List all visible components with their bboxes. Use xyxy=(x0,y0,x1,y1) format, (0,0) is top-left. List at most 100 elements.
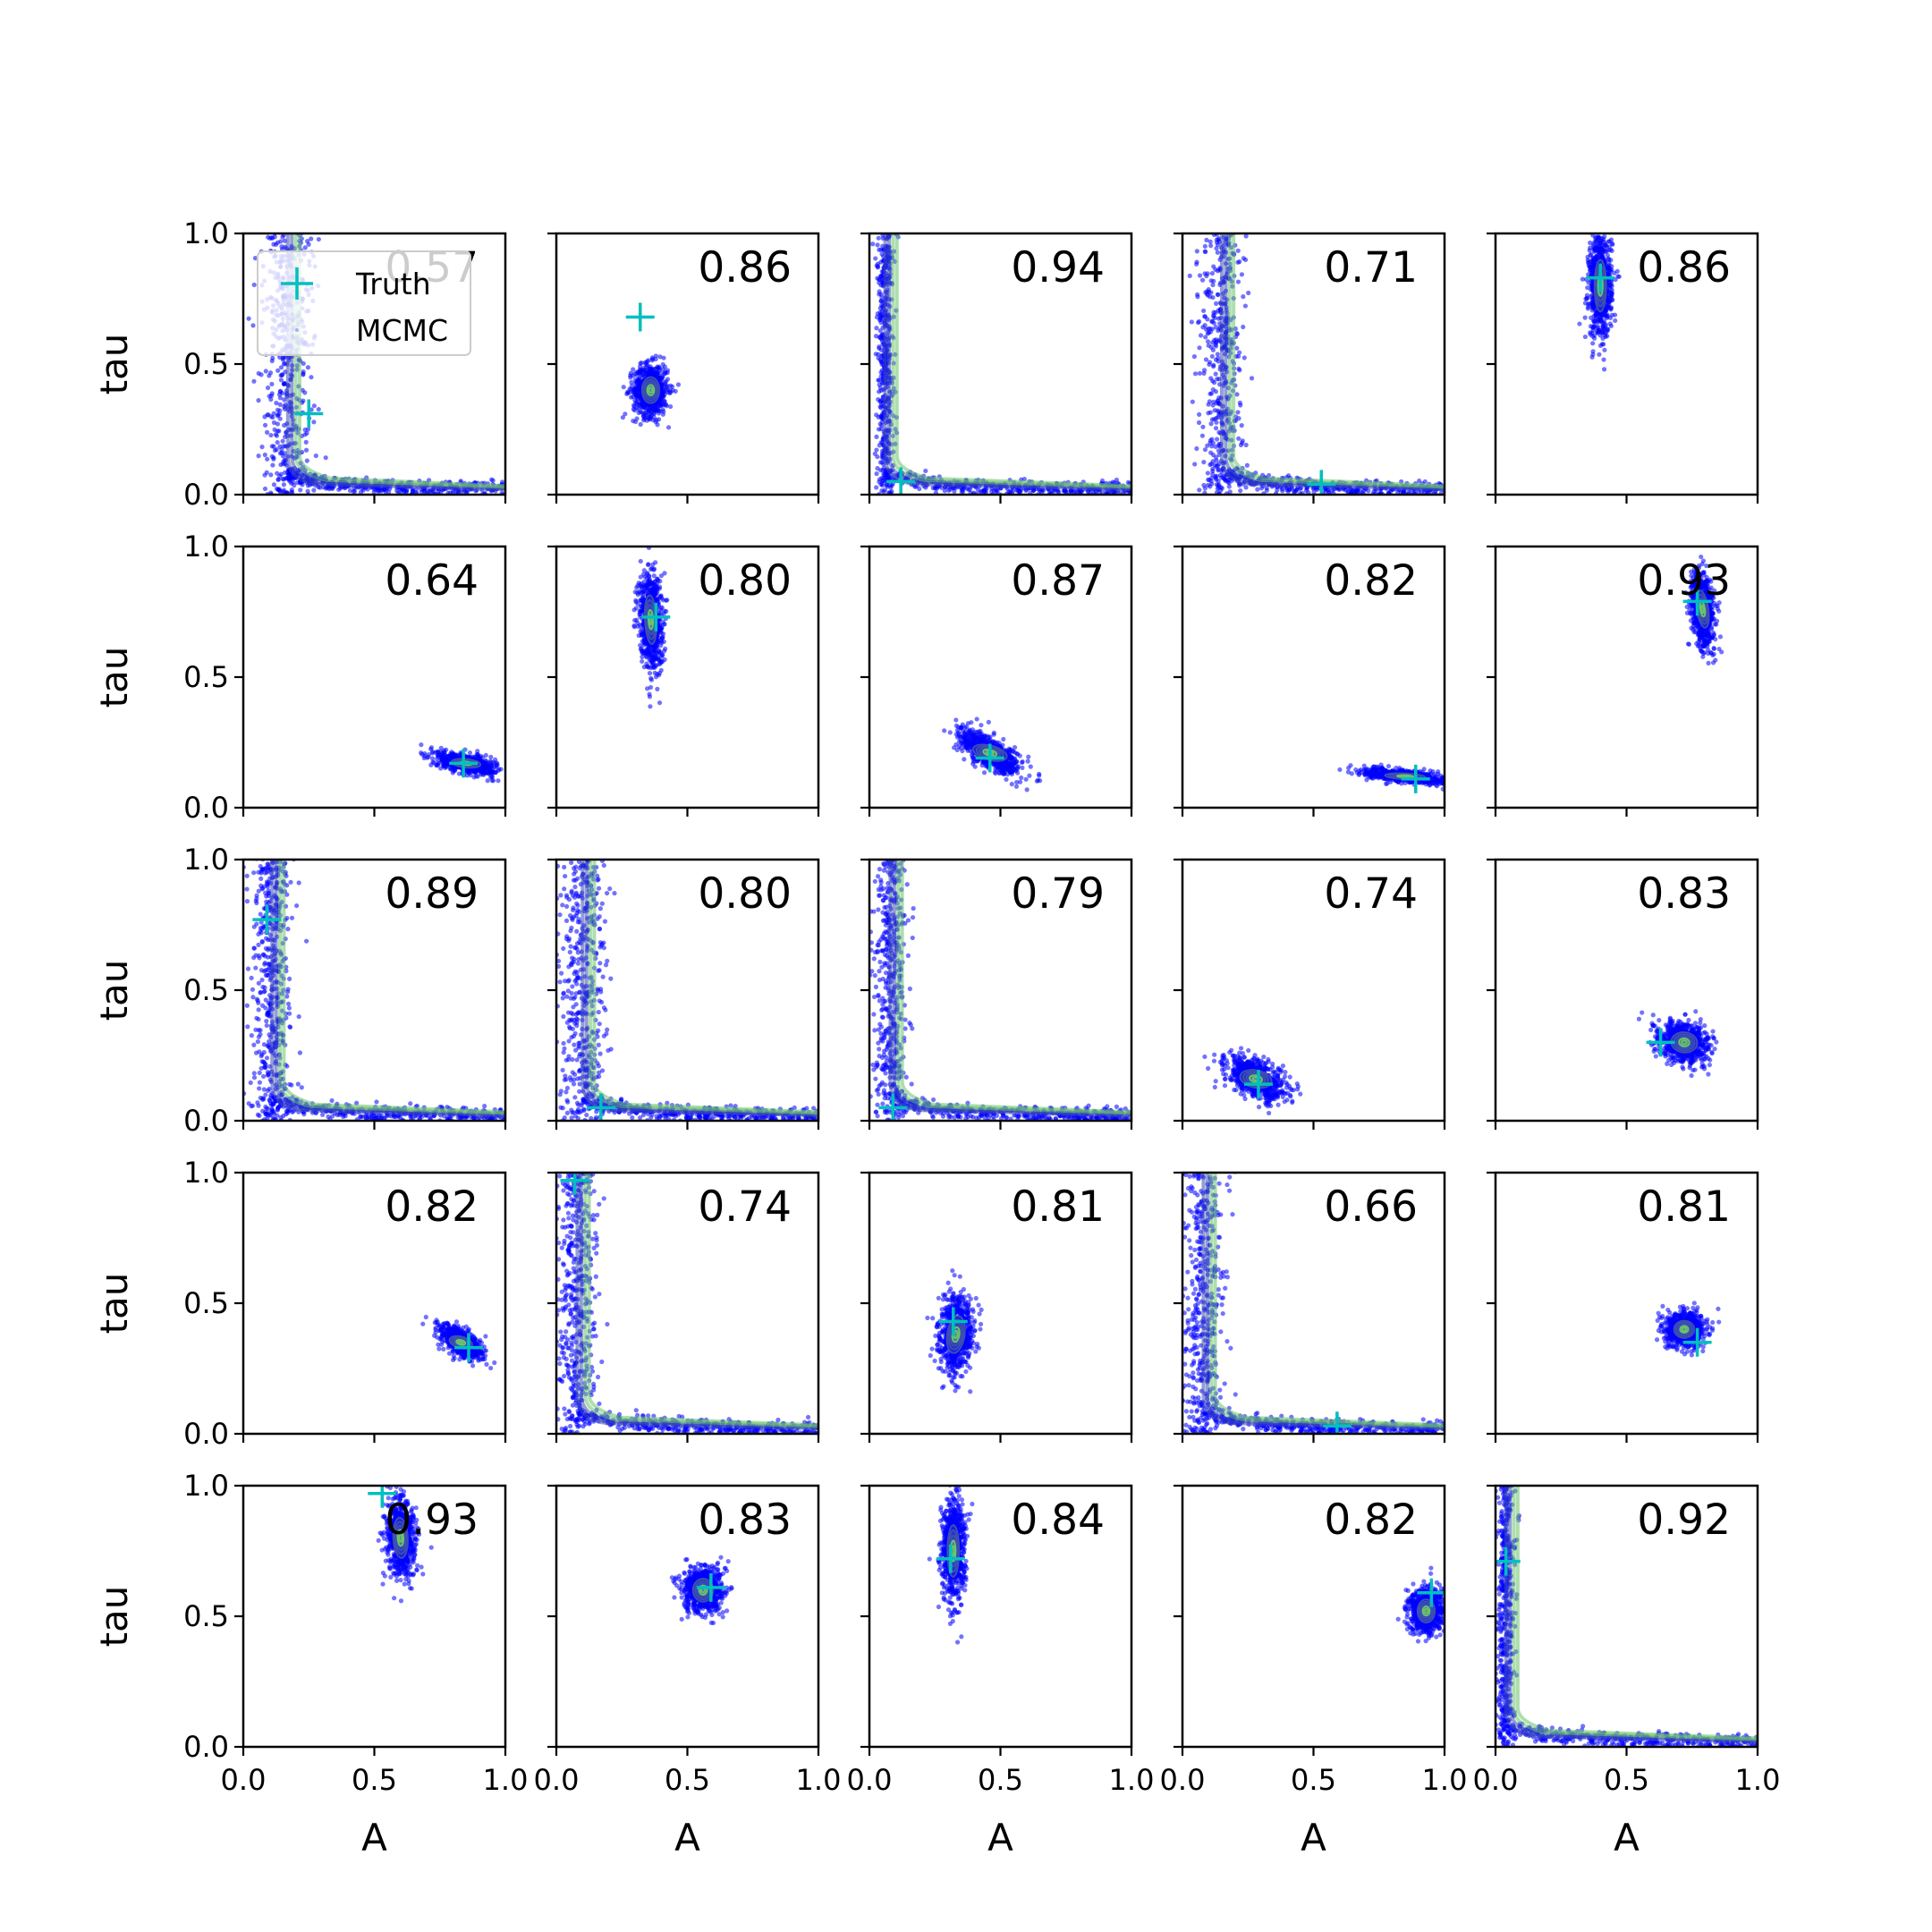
mcmc-sample-point xyxy=(265,385,271,391)
mcmc-sample-point xyxy=(639,360,644,366)
mcmc-sample-point xyxy=(270,462,275,468)
mcmc-sample-point xyxy=(1598,254,1604,259)
mcmc-sample-point xyxy=(1189,319,1194,325)
mcmc-sample-point xyxy=(1209,318,1215,325)
mcmc-sample-point xyxy=(874,471,879,477)
mcmc-sample-point xyxy=(1590,324,1596,330)
mcmc-sample-point xyxy=(1194,261,1199,267)
mcmc-sample-point xyxy=(640,410,645,415)
mcmc-sample-point xyxy=(1350,487,1355,493)
truth-marker xyxy=(625,302,655,332)
mcmc-sample-point xyxy=(1586,280,1591,285)
mcmc-sample-point xyxy=(268,413,274,419)
mcmc-sample-point xyxy=(875,275,880,281)
mcmc-sample-point xyxy=(1285,473,1292,479)
mcmc-sample-point xyxy=(1582,301,1589,306)
mcmc-sample-point xyxy=(1197,411,1202,418)
mcmc-sample-point xyxy=(1213,301,1219,307)
mcmc-sample-point xyxy=(496,778,501,784)
mcmc-sample-point xyxy=(1243,442,1249,448)
mcmc-sample-point xyxy=(662,398,667,404)
mcmc-sample-point xyxy=(281,381,286,386)
mcmc-sample-point xyxy=(872,451,877,456)
mcmc-sample-point xyxy=(1225,228,1230,233)
mcmc-sample-point xyxy=(1593,310,1598,316)
mcmc-sample-point xyxy=(1056,489,1062,495)
mcmc-sample-point xyxy=(1234,331,1240,337)
mcmc-sample-point xyxy=(1216,328,1221,334)
mcmc-sample-point xyxy=(662,364,667,369)
mcmc-sample-point xyxy=(278,471,284,477)
mcmc-sample-point xyxy=(301,371,306,377)
mcmc-sample-point xyxy=(441,763,446,768)
mcmc-sample-point xyxy=(1241,355,1247,360)
mcmc-sample-point xyxy=(1199,433,1205,438)
mcmc-sample-point xyxy=(279,226,284,231)
mcmc-sample-point xyxy=(265,412,270,418)
mcmc-sample-point xyxy=(276,428,282,434)
mcmc-sample-point xyxy=(1237,258,1242,265)
mcmc-sample-point xyxy=(1590,349,1596,354)
panel-value-label: 0.71 xyxy=(1324,243,1418,292)
mcmc-sample-point xyxy=(923,468,928,474)
mcmc-sample-point xyxy=(1606,248,1612,253)
mcmc-sample-point xyxy=(873,256,878,261)
panel-0-1: 0.86 xyxy=(547,232,820,504)
mcmc-sample-point xyxy=(267,394,272,399)
mcmc-sample-point xyxy=(1215,398,1221,403)
mcmc-sample-point xyxy=(275,477,282,482)
mcmc-sample-point xyxy=(1216,308,1221,313)
panel-samples xyxy=(870,233,1131,495)
mcmc-sample-point xyxy=(277,488,283,494)
mcmc-sample-point xyxy=(1206,482,1211,487)
mcmc-sample-point xyxy=(654,371,659,377)
mcmc-sample-point xyxy=(1216,355,1221,360)
mcmc-sample-point xyxy=(313,453,318,459)
mcmc-sample-point xyxy=(1210,402,1216,408)
mcmc-sample-point xyxy=(1204,273,1209,279)
mcmc-sample-point xyxy=(1601,342,1606,347)
mcmc-sample-point xyxy=(1222,476,1227,482)
mcmc-sample-point xyxy=(302,390,308,395)
mcmc-sample-point xyxy=(311,487,317,493)
mcmc-sample-point xyxy=(275,421,281,427)
mcmc-sample-point xyxy=(1211,417,1217,422)
mcmc-sample-point xyxy=(646,407,652,413)
mcmc-sample-point xyxy=(303,439,309,445)
mcmc-sample-point xyxy=(275,240,280,245)
mcmc-sample-point xyxy=(879,313,885,318)
y-tick-label: 0.5 xyxy=(183,347,229,381)
density-contour xyxy=(1224,233,1445,490)
mcmc-sample-point xyxy=(1239,423,1244,428)
mcmc-sample-point xyxy=(438,745,444,750)
mcmc-sample-point xyxy=(1588,268,1593,274)
panel-0-3: 0.71 xyxy=(1174,228,1446,504)
mcmc-sample-point xyxy=(1205,317,1210,322)
mcmc-sample-point xyxy=(264,470,269,475)
mcmc-sample-point xyxy=(1285,488,1291,494)
mcmc-sample-point xyxy=(490,478,496,483)
mcmc-sample-point xyxy=(1227,489,1233,495)
mcmc-sample-point xyxy=(638,421,643,428)
mcmc-sample-point xyxy=(278,365,284,370)
mcmc-sample-point xyxy=(275,368,281,373)
mcmc-sample-point xyxy=(1616,274,1622,279)
mcmc-sample-point xyxy=(1209,326,1215,332)
mcmc-sample-point xyxy=(1211,362,1216,368)
panel-value-label: 0.86 xyxy=(698,243,792,292)
mcmc-sample-point xyxy=(1239,440,1245,445)
mcmc-sample-point xyxy=(487,758,493,764)
mcmc-sample-point xyxy=(884,474,889,479)
mcmc-sample-point xyxy=(275,470,280,476)
mcmc-sample-point xyxy=(271,419,277,426)
mcmc-sample-point xyxy=(262,452,267,458)
mcmc-sample-point xyxy=(275,413,281,419)
mcmc-sample-point xyxy=(979,489,984,495)
mcmc-sample-point xyxy=(421,489,428,495)
mcmc-sample-point xyxy=(623,411,628,417)
mcmc-sample-point xyxy=(1213,426,1219,431)
mcmc-sample-point xyxy=(282,360,288,366)
mcmc-sample-point xyxy=(429,756,436,761)
